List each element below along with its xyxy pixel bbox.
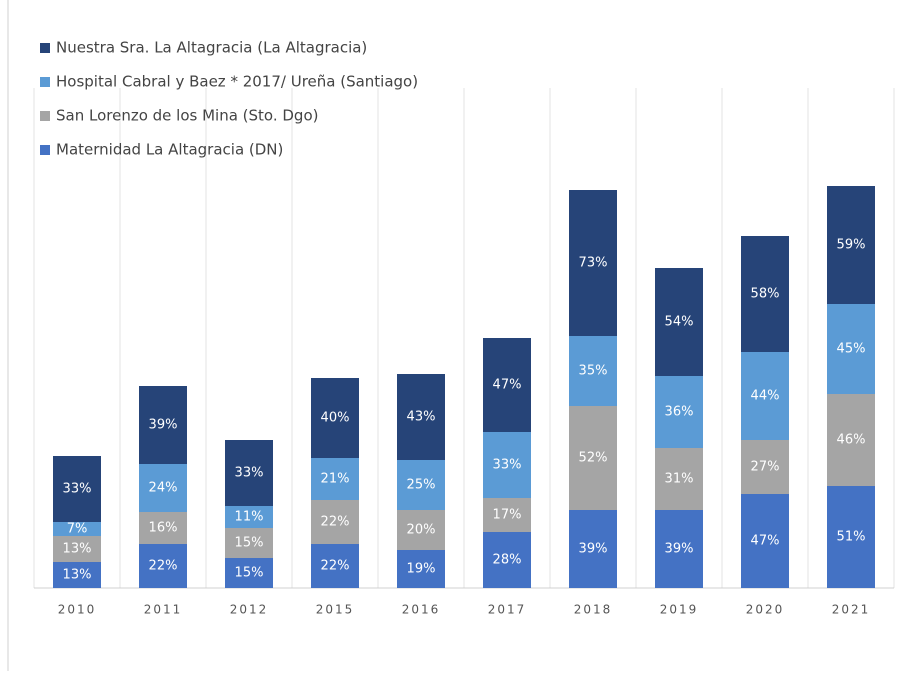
legend-swatch [40, 77, 50, 87]
data-label: 33% [493, 458, 522, 473]
bar-segment [569, 336, 617, 406]
bar-segment [397, 510, 445, 550]
bar-segment [655, 510, 703, 588]
bar-segment [139, 544, 187, 588]
data-label: 54% [665, 315, 694, 330]
data-label: 15% [235, 566, 264, 581]
data-label: 22% [149, 559, 178, 574]
bar-segment [53, 456, 101, 522]
data-label: 39% [665, 542, 694, 557]
bar-segment [53, 536, 101, 562]
bar-segment [397, 550, 445, 588]
bar-segment [139, 386, 187, 464]
data-label: 33% [63, 482, 92, 497]
data-label: 44% [751, 389, 780, 404]
data-label: 36% [665, 405, 694, 420]
data-label: 59% [837, 238, 866, 253]
x-tick-label: 2018 [574, 603, 613, 617]
data-label: 24% [149, 481, 178, 496]
data-label: 31% [665, 472, 694, 487]
x-tick-label: 2017 [488, 603, 527, 617]
bar-segment [311, 378, 359, 458]
bar-segment [741, 440, 789, 494]
bar-segment [483, 532, 531, 588]
data-label: 7% [67, 522, 88, 537]
data-label: 28% [493, 553, 522, 568]
bar-segment [311, 544, 359, 588]
bar-segment [569, 190, 617, 336]
data-label: 20% [407, 523, 436, 538]
bar-segment [483, 498, 531, 532]
data-label: 39% [579, 542, 608, 557]
data-label: 51% [837, 530, 866, 545]
bar-segment [827, 186, 875, 304]
bar-segment [225, 506, 273, 528]
bar-segment [827, 304, 875, 394]
bar-segment [53, 522, 101, 536]
x-tick-label: 2019 [660, 603, 699, 617]
data-label: 22% [321, 515, 350, 530]
data-label: 47% [751, 534, 780, 549]
bar-segment [741, 494, 789, 588]
bar-segment [225, 440, 273, 506]
data-label: 19% [407, 562, 436, 577]
bar-segment [139, 464, 187, 512]
x-tick-label: 2012 [230, 603, 269, 617]
x-tick-label: 2020 [746, 603, 785, 617]
legend-label: Maternidad La Altagracia (DN) [56, 141, 283, 159]
data-label: 43% [407, 410, 436, 425]
data-label: 33% [235, 466, 264, 481]
data-label: 22% [321, 559, 350, 574]
legend-swatch [40, 145, 50, 155]
bar-segment [397, 374, 445, 460]
bar-segment [827, 394, 875, 486]
bar-segment [655, 376, 703, 448]
bar-segment [827, 486, 875, 588]
bar-segment [483, 338, 531, 432]
data-label: 35% [579, 364, 608, 379]
data-label: 45% [837, 342, 866, 357]
data-label: 16% [149, 521, 178, 536]
data-label: 40% [321, 411, 350, 426]
data-label: 27% [751, 460, 780, 475]
bar-segment [397, 460, 445, 510]
legend-swatch [40, 111, 50, 121]
data-label: 46% [837, 433, 866, 448]
data-label: 17% [493, 508, 522, 523]
bar-segment [741, 352, 789, 440]
x-tick-label: 2015 [316, 603, 355, 617]
legend-label: San Lorenzo de los Mina (Sto. Dgo) [56, 107, 318, 125]
data-label: 25% [407, 478, 436, 493]
bar-segment [139, 512, 187, 544]
legend-swatch [40, 43, 50, 53]
bar-segment [483, 432, 531, 498]
bar-segment [225, 558, 273, 588]
legend-label: Hospital Cabral y Baez * 2017/ Ureña (Sa… [56, 73, 418, 91]
x-tick-label: 2016 [402, 603, 441, 617]
data-label: 15% [235, 536, 264, 551]
bar-segment [225, 528, 273, 558]
x-tick-label: 2010 [58, 603, 97, 617]
bar-segment [569, 406, 617, 510]
x-tick-label: 2021 [832, 603, 871, 617]
bar-segment [741, 236, 789, 352]
data-label: 52% [579, 451, 608, 466]
data-label: 39% [149, 418, 178, 433]
bar-segment [311, 500, 359, 544]
x-tick-label: 2011 [144, 603, 183, 617]
data-label: 21% [321, 472, 350, 487]
bar-segment [655, 448, 703, 510]
bar-segment [569, 510, 617, 588]
legend-label: Nuestra Sra. La Altagracia (La Altagraci… [56, 39, 367, 57]
data-label: 47% [493, 378, 522, 393]
data-label: 13% [63, 568, 92, 583]
data-label: 73% [579, 256, 608, 271]
bar-segment [655, 268, 703, 376]
bar-segment [311, 458, 359, 500]
data-label: 58% [751, 287, 780, 302]
bar-segment [53, 562, 101, 588]
data-label: 11% [235, 510, 264, 525]
data-label: 13% [63, 542, 92, 557]
